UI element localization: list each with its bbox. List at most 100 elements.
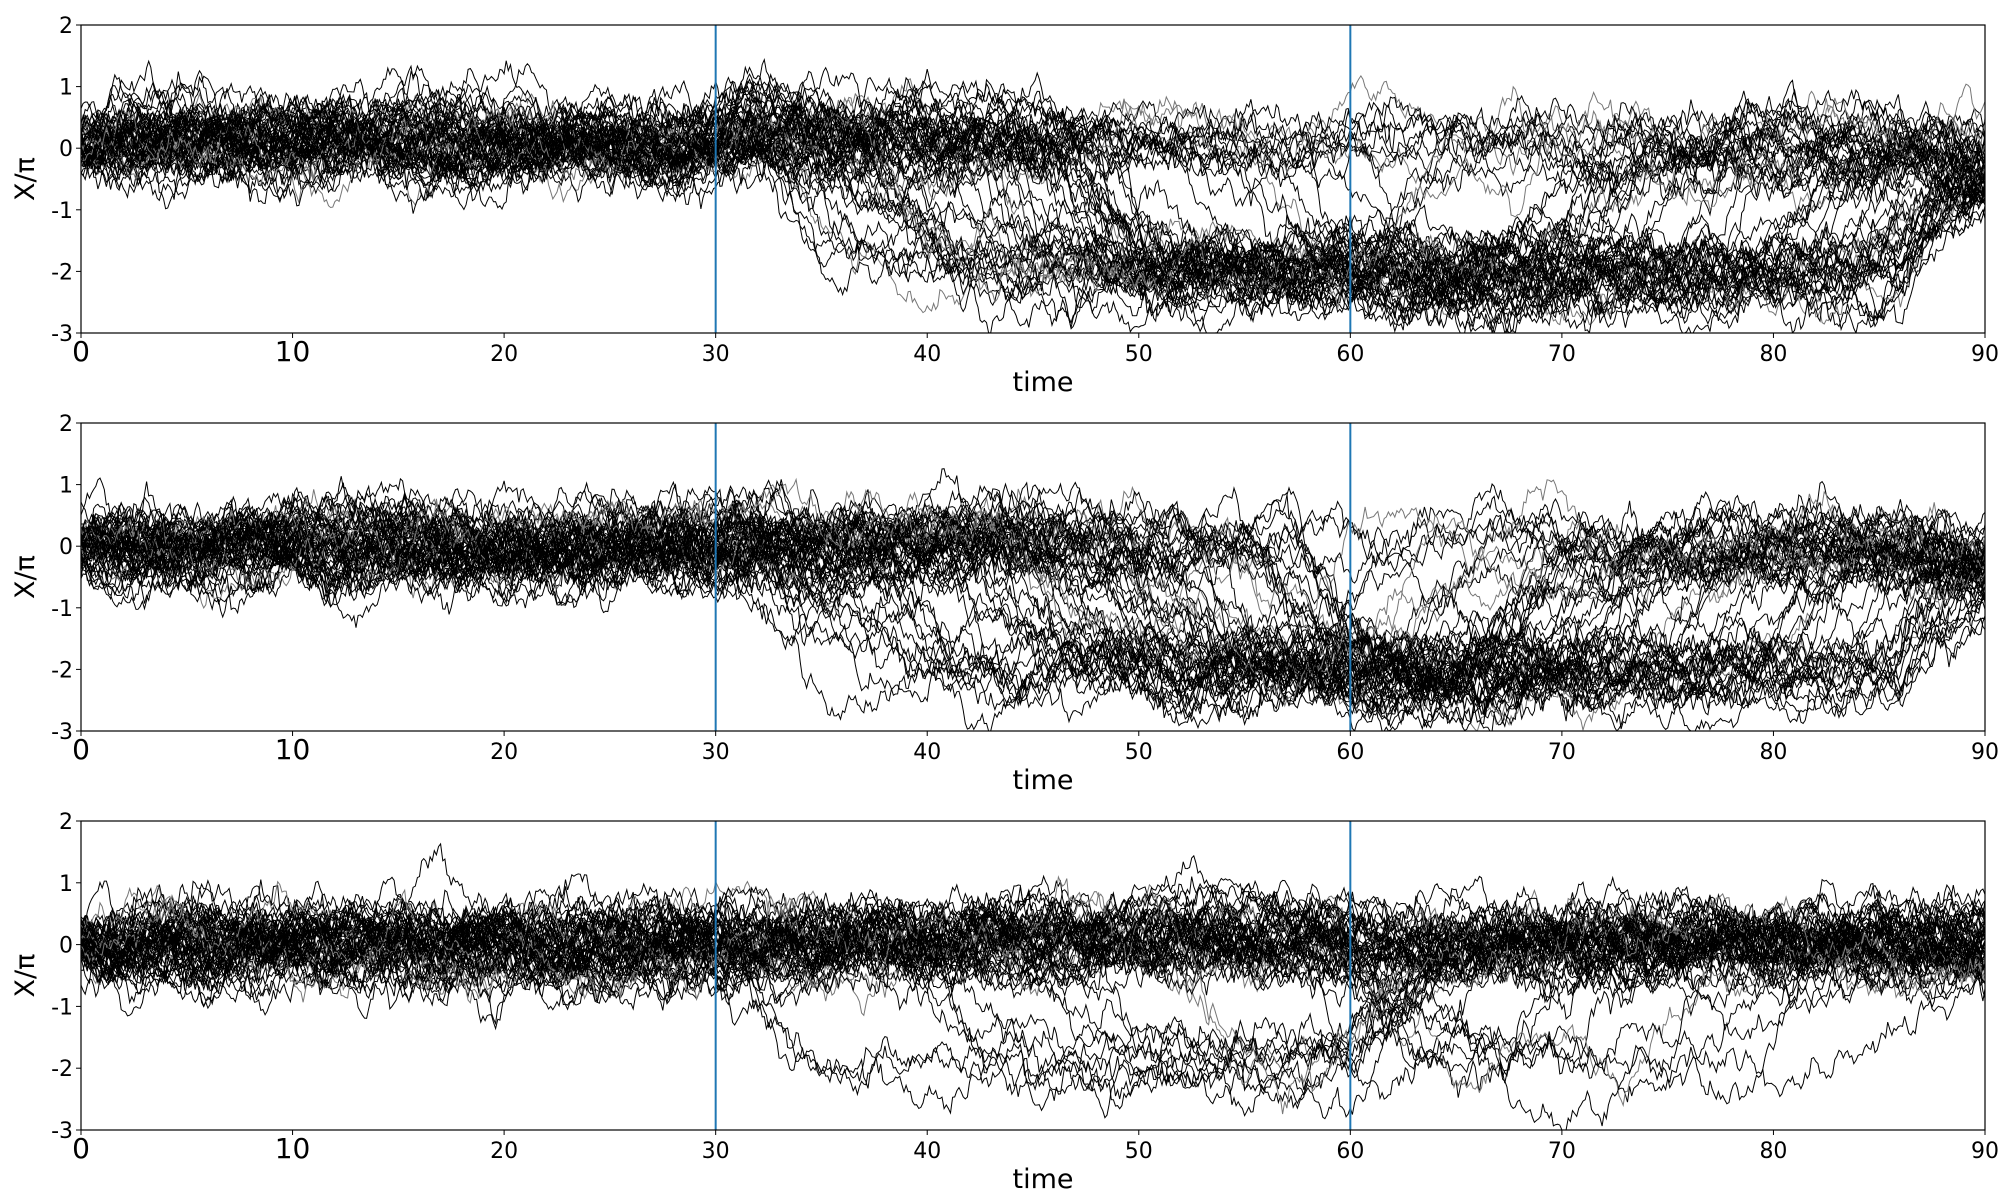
- series-line: [81, 511, 1985, 714]
- y-tick-label: -3: [51, 1119, 73, 1144]
- x-axis-label: time: [1012, 1164, 1073, 1195]
- series-line: [81, 92, 1985, 320]
- y-tick-label: -2: [51, 260, 73, 285]
- x-tick-label: 80: [1759, 1139, 1787, 1164]
- series-line: [81, 486, 1985, 702]
- series-line: [81, 82, 1985, 322]
- trajectory-group: [81, 468, 1985, 731]
- series-line: [81, 75, 1985, 311]
- x-tick-label: 30: [702, 1139, 730, 1164]
- x-tick-label: 50: [1125, 740, 1153, 765]
- y-axis-label: X/π: [10, 555, 41, 599]
- series-line: [81, 100, 1985, 214]
- x-tick-label: 20: [490, 740, 518, 765]
- x-tick-label: 10: [275, 1132, 311, 1165]
- y-tick-label: 0: [59, 535, 73, 560]
- series-line: [81, 509, 1985, 725]
- y-tick-label: 0: [59, 137, 73, 162]
- axes-frame: [80, 24, 1986, 334]
- series-line: [81, 477, 1985, 716]
- y-axis-label: X/π: [10, 157, 41, 201]
- series-line: [81, 495, 1985, 731]
- x-axis-label: time: [1012, 367, 1073, 398]
- series-line: [81, 505, 1985, 705]
- y-tick-label: -3: [51, 322, 73, 347]
- series-line: [81, 59, 1985, 333]
- series-line: [81, 97, 1985, 310]
- series-line: [81, 468, 1985, 656]
- y-tick-label: 2: [59, 14, 73, 39]
- series-line: [81, 107, 1985, 333]
- y-tick-label: 1: [59, 76, 73, 101]
- x-tick-label: 70: [1548, 740, 1576, 765]
- x-tick-label: 10: [275, 733, 311, 766]
- x-tick-label: 10: [275, 335, 311, 368]
- series-line: [81, 499, 1985, 693]
- x-tick-label: 40: [913, 740, 941, 765]
- y-axis-label: X/π: [10, 954, 41, 998]
- y-tick-label: -2: [51, 658, 73, 683]
- series-line: [81, 496, 1985, 731]
- series-line: [81, 901, 1985, 1079]
- y-tick-label: -1: [51, 995, 73, 1020]
- y-tick-label: 2: [59, 810, 73, 835]
- series-line: [81, 512, 1985, 721]
- x-tick-label: 70: [1548, 342, 1576, 367]
- series-line: [81, 69, 1985, 224]
- series-line: [81, 480, 1985, 724]
- y-tick-label: -3: [51, 720, 73, 745]
- series-line: [81, 487, 1985, 700]
- y-tick-label: -1: [51, 199, 73, 224]
- axes-frame: [80, 422, 1986, 732]
- series-line: [81, 876, 1985, 1117]
- series-line: [81, 842, 1985, 1130]
- series-line: [81, 66, 1985, 321]
- x-tick-label: 0: [72, 1132, 90, 1165]
- series-line: [81, 497, 1985, 723]
- series-line: [81, 477, 1985, 700]
- series-line: [81, 494, 1985, 705]
- series-line: [81, 484, 1985, 684]
- y-tick-label: 1: [59, 474, 73, 499]
- series-line: [81, 894, 1985, 1016]
- trajectory-group: [81, 842, 1985, 1130]
- series-line: [81, 67, 1985, 318]
- series-line: [81, 894, 1985, 1011]
- x-axis-label: time: [1012, 765, 1073, 796]
- x-tick-label: 70: [1548, 1139, 1576, 1164]
- series-line: [81, 884, 1985, 1003]
- series-line: [81, 895, 1985, 1031]
- x-tick-label: 40: [913, 342, 941, 367]
- series-line: [81, 83, 1985, 319]
- x-tick-label: 60: [1336, 740, 1364, 765]
- x-tick-label: 40: [913, 1139, 941, 1164]
- y-tick-label: -2: [51, 1057, 73, 1082]
- x-tick-label: 30: [702, 342, 730, 367]
- series-line: [81, 881, 1985, 988]
- series-line: [81, 100, 1985, 333]
- y-tick-label: 0: [59, 934, 73, 959]
- y-tick-label: 2: [59, 412, 73, 437]
- x-tick-label: 50: [1125, 342, 1153, 367]
- series-line: [81, 78, 1985, 324]
- series-line: [81, 70, 1985, 315]
- y-tick-label: 1: [59, 872, 73, 897]
- x-tick-label: 60: [1336, 342, 1364, 367]
- x-tick-label: 20: [490, 1139, 518, 1164]
- x-tick-label: 60: [1336, 1139, 1364, 1164]
- series-line: [81, 108, 1985, 325]
- series-line: [81, 880, 1985, 1115]
- x-tick-label: 90: [1971, 342, 1999, 367]
- x-tick-label: 90: [1971, 1139, 1999, 1164]
- y-tick-label: -1: [51, 597, 73, 622]
- axes-frame: [80, 820, 1986, 1131]
- x-tick-label: 30: [702, 740, 730, 765]
- series-line: [81, 84, 1985, 320]
- x-tick-label: 0: [72, 733, 90, 766]
- x-tick-label: 20: [490, 342, 518, 367]
